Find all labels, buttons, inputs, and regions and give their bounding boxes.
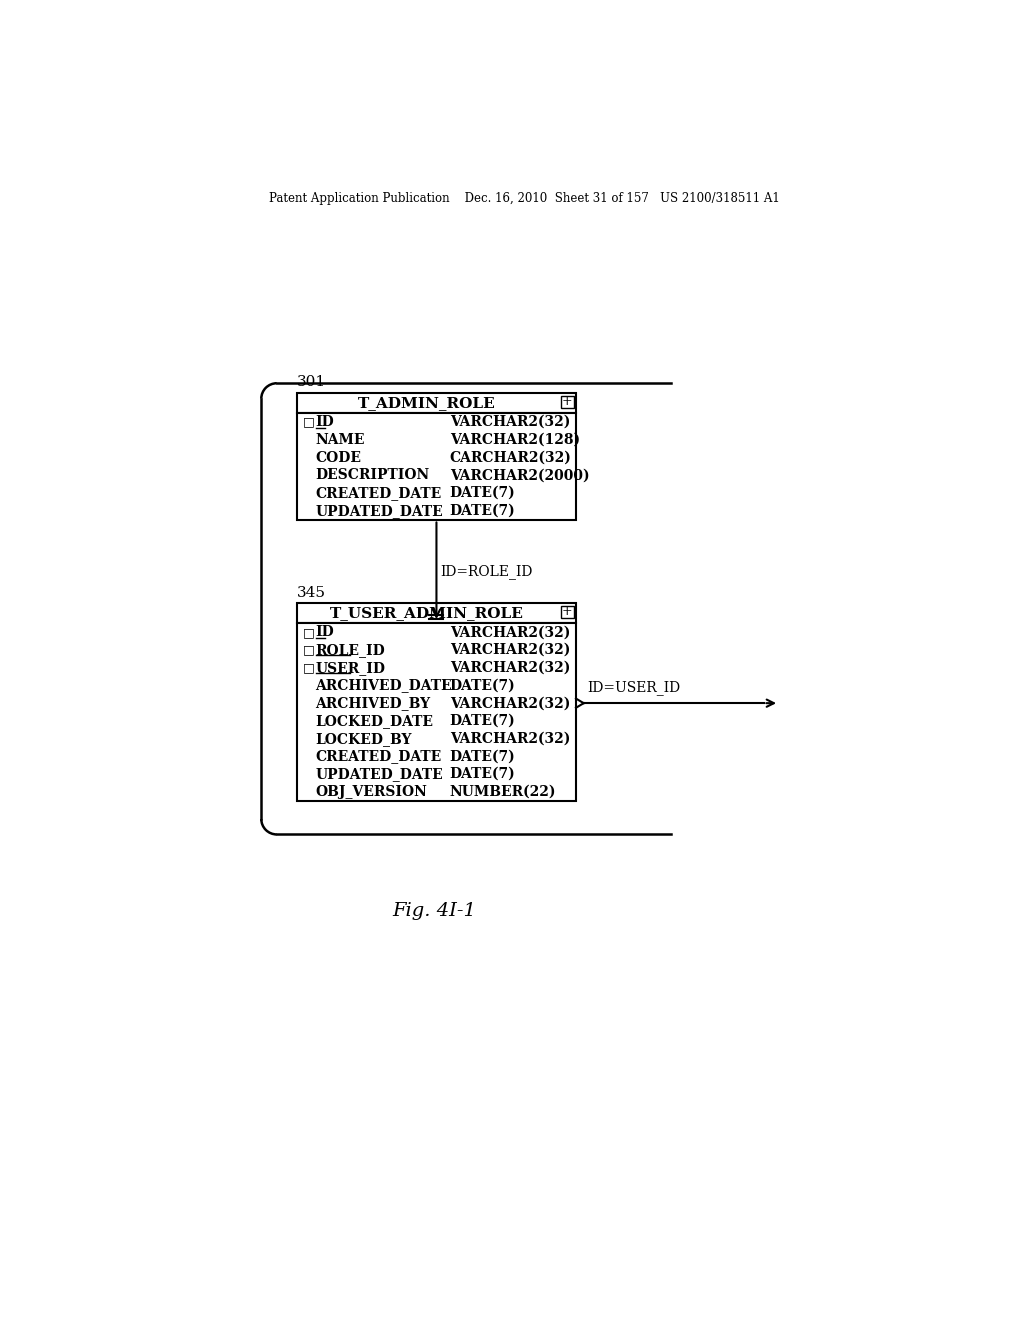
Bar [561, 396, 573, 408]
Text: +: + [562, 606, 572, 619]
Text: □: □ [302, 626, 314, 639]
Text: LOCKED_BY: LOCKED_BY [315, 731, 412, 746]
Text: +: + [562, 395, 572, 408]
Text: 345: 345 [297, 586, 326, 599]
Text: DATE(7): DATE(7) [450, 504, 515, 517]
Text: VARCHAR2(128): VARCHAR2(128) [450, 433, 580, 447]
Text: ID: ID [315, 626, 334, 639]
Text: Fig. 4I-1: Fig. 4I-1 [392, 903, 476, 920]
Text: ID=USER_ID: ID=USER_ID [588, 681, 681, 696]
Text: DATE(7): DATE(7) [450, 678, 515, 693]
Text: DATE(7): DATE(7) [450, 714, 515, 727]
Text: VARCHAR2(32): VARCHAR2(32) [450, 626, 570, 639]
Text: VARCHAR2(2000): VARCHAR2(2000) [450, 469, 589, 482]
Text: Patent Application Publication    Dec. 16, 2010  Sheet 31 of 157   US 2100/31851: Patent Application Publication Dec. 16, … [269, 191, 780, 205]
Text: DATE(7): DATE(7) [450, 767, 515, 781]
Text: ID=ROLE_ID: ID=ROLE_ID [440, 564, 532, 579]
Text: □: □ [302, 644, 314, 656]
Text: VARCHAR2(32): VARCHAR2(32) [450, 643, 570, 657]
Text: □: □ [302, 416, 314, 429]
Text: LOCKED_DATE: LOCKED_DATE [315, 714, 433, 727]
Text: DESCRIPTION: DESCRIPTION [315, 469, 430, 482]
Text: CARCHAR2(32): CARCHAR2(32) [450, 450, 571, 465]
Bar [297, 623, 575, 800]
Text: DATE(7): DATE(7) [450, 750, 515, 763]
Text: ROLE_ID: ROLE_ID [315, 643, 385, 657]
Text: UPDATED_DATE: UPDATED_DATE [315, 504, 443, 517]
Text: □: □ [302, 661, 314, 675]
Bar [561, 606, 573, 618]
Text: ARCHIVED_DATE: ARCHIVED_DATE [315, 678, 453, 693]
Text: T_ADMIN_ROLE: T_ADMIN_ROLE [358, 396, 496, 411]
Text: ARCHIVED_BY: ARCHIVED_BY [315, 696, 431, 710]
Text: ID: ID [315, 414, 334, 429]
Bar [297, 393, 575, 413]
Text: NAME: NAME [315, 433, 365, 447]
Text: 301: 301 [297, 375, 326, 389]
Text: CREATED_DATE: CREATED_DATE [315, 750, 441, 763]
Text: VARCHAR2(32): VARCHAR2(32) [450, 696, 570, 710]
Text: CODE: CODE [315, 450, 361, 465]
Text: USER_ID: USER_ID [315, 661, 386, 675]
Text: DATE(7): DATE(7) [450, 486, 515, 500]
Bar [297, 603, 575, 623]
Text: VARCHAR2(32): VARCHAR2(32) [450, 661, 570, 675]
Text: T_USER_ADMIN_ROLE: T_USER_ADMIN_ROLE [330, 606, 524, 620]
Text: NUMBER(22): NUMBER(22) [450, 784, 556, 799]
Text: VARCHAR2(32): VARCHAR2(32) [450, 731, 570, 746]
Text: OBJ_VERSION: OBJ_VERSION [315, 784, 427, 799]
Text: CREATED_DATE: CREATED_DATE [315, 486, 441, 500]
Text: VARCHAR2(32): VARCHAR2(32) [450, 414, 570, 429]
Text: UPDATED_DATE: UPDATED_DATE [315, 767, 443, 781]
Bar [297, 413, 575, 520]
